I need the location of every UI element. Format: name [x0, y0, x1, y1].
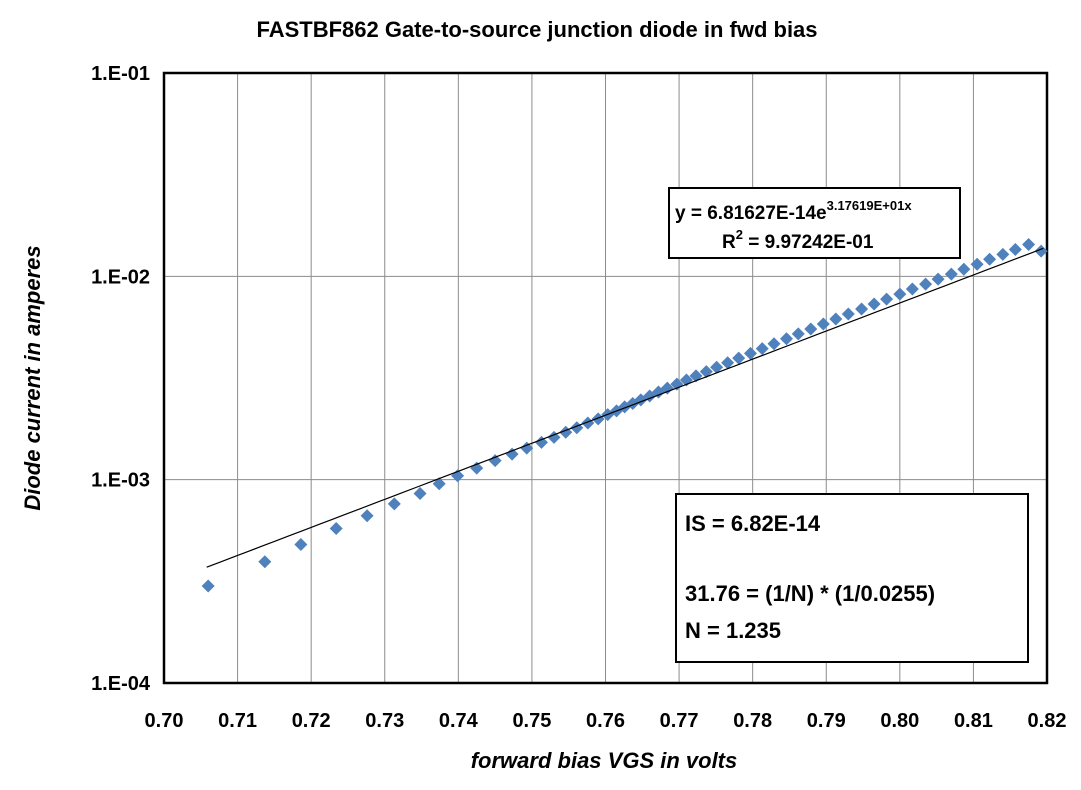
data-point [294, 537, 308, 551]
data-point [432, 477, 446, 491]
y-tick-labels: 1.E-04 1.E-03 1.E-02 1.E-01 [91, 63, 151, 695]
note-is: IS = 6.82E-14 [685, 511, 821, 536]
x-tick-label: 0.76 [586, 710, 625, 732]
data-point [520, 441, 534, 455]
equation-exponent: 3.17619E+01x [827, 198, 913, 213]
data-point [660, 381, 674, 395]
x-tick-label: 0.72 [292, 710, 331, 732]
data-point [1022, 238, 1036, 252]
data-point [767, 337, 781, 351]
data-point [931, 272, 945, 286]
data-point [893, 287, 907, 301]
r-squared-value: = 9.97242E-01 [743, 232, 874, 253]
x-tick-label: 0.74 [439, 710, 479, 732]
equation-line: y = 6.81627E-14e3.17619E+01x [675, 198, 912, 224]
data-point [387, 497, 401, 511]
data-point [880, 292, 894, 306]
y-tick-label: 1.E-01 [91, 63, 150, 85]
y-tick-label: 1.E-04 [91, 673, 151, 695]
data-point [329, 522, 343, 536]
data-point [470, 461, 484, 475]
data-point [905, 282, 919, 296]
note-box: IS = 6.82E-14 31.76 = (1/N) * (1/0.0255)… [675, 493, 1029, 663]
data-point [201, 579, 215, 593]
data-point [732, 351, 746, 365]
data-point [855, 302, 869, 316]
x-tick-label: 0.75 [512, 710, 551, 732]
data-series [201, 238, 1048, 593]
y-tick-label: 1.E-03 [91, 470, 150, 492]
equation-box-frame [668, 187, 961, 259]
data-point [1008, 242, 1022, 256]
data-point [1034, 244, 1048, 258]
data-point [804, 322, 818, 336]
data-point [505, 447, 519, 461]
data-point [791, 327, 805, 341]
data-point [360, 509, 374, 523]
data-point [780, 332, 794, 346]
x-tick-label: 0.80 [880, 710, 919, 732]
note-n: N = 1.235 [685, 618, 781, 643]
data-point [829, 312, 843, 326]
equation-box: y = 6.81627E-14e3.17619E+01x R2 = 9.9724… [668, 187, 961, 259]
x-tick-label: 0.81 [954, 710, 993, 732]
note-box-frame [675, 493, 1029, 663]
r-squared-exponent: 2 [736, 227, 743, 242]
data-point [699, 365, 713, 379]
data-point [816, 317, 830, 331]
plot-frame [162, 71, 1049, 685]
data-point [534, 435, 548, 449]
x-tick-label: 0.79 [807, 710, 846, 732]
trendline [206, 247, 1044, 568]
data-point [710, 360, 724, 374]
data-point [581, 416, 595, 430]
x-tick-labels: 0.70 0.71 0.72 0.73 0.74 0.75 0.76 0.77 0.78 0.79… [145, 710, 1067, 732]
note-equation: 31.76 = (1/N) * (1/0.0255) [685, 581, 935, 606]
x-axis-label: forward bias VGS in volts [471, 748, 738, 773]
y-tick-label: 1.E-02 [91, 266, 150, 288]
x-tick-label: 0.77 [660, 710, 699, 732]
data-point [957, 262, 971, 276]
data-point [867, 297, 881, 311]
data-point [258, 555, 272, 569]
x-tick-label: 0.78 [733, 710, 772, 732]
r-squared-line: R2 = 9.97242E-01 [722, 227, 874, 253]
y-axis-label: Diode current in amperes [20, 245, 45, 510]
data-point [970, 257, 984, 271]
data-point [721, 356, 735, 370]
x-tick-label: 0.82 [1028, 710, 1067, 732]
data-point [841, 307, 855, 321]
data-point [983, 252, 997, 266]
data-point [591, 412, 605, 426]
x-tick-label: 0.71 [218, 710, 257, 732]
data-point [944, 267, 958, 281]
data-point [996, 247, 1010, 261]
data-point [488, 454, 502, 468]
r-squared-symbol: R [722, 232, 736, 253]
data-point [413, 487, 427, 501]
data-point [919, 277, 933, 291]
x-tick-label: 0.73 [365, 710, 404, 732]
data-point [743, 346, 757, 360]
chart-title: FASTBF862 Gate-to-source junction diode … [256, 17, 817, 42]
x-tick-label: 0.70 [145, 710, 184, 732]
equation-main: y = 6.81627E-14e [675, 203, 827, 224]
data-point [755, 342, 769, 356]
